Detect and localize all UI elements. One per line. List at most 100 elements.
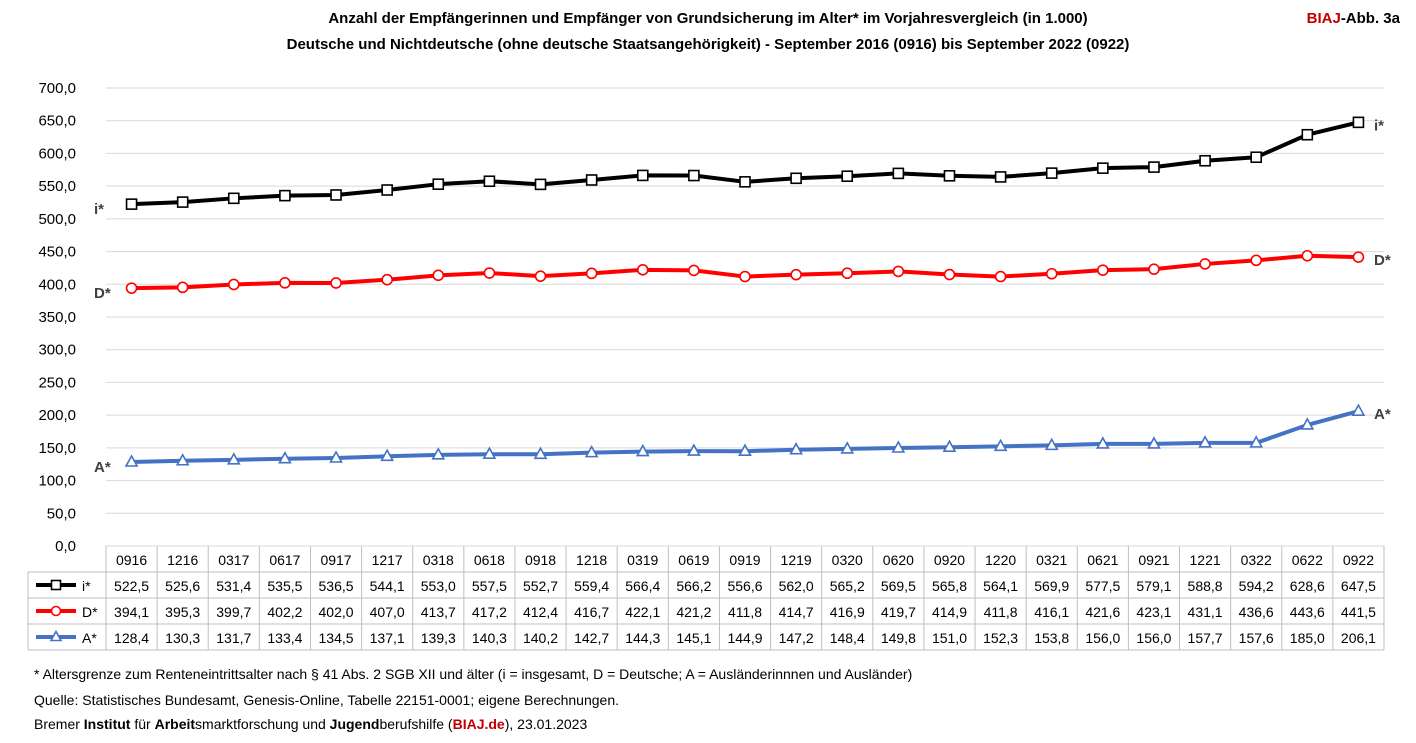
data-label: 147,2: [779, 630, 814, 646]
data-point: [584, 444, 599, 458]
data-label: 140,2: [523, 630, 558, 646]
chart-subtitle: Deutsche und Nichtdeutsche (ohne deutsch…: [286, 36, 1130, 53]
data-point: [381, 273, 393, 286]
x-tick-label: 0921: [1138, 552, 1169, 568]
data-point: [1352, 251, 1365, 263]
x-tick-label: 0317: [218, 552, 249, 568]
data-label: 411,8: [728, 604, 762, 620]
data-point: [381, 184, 393, 196]
data-point: [1045, 167, 1058, 179]
data-label: 411,8: [984, 604, 1018, 620]
y-tick-label: 250,0: [38, 374, 76, 391]
data-point: [585, 267, 598, 280]
data-label: 535,5: [267, 578, 302, 594]
gridlines: [106, 87, 1384, 547]
x-tick-label: 0318: [423, 552, 454, 568]
series-end-label: i*: [1374, 117, 1384, 134]
legend-label: i*: [82, 578, 91, 594]
data-label: 628,6: [1290, 578, 1325, 594]
data-label: 407,0: [370, 604, 405, 620]
data-point: [891, 440, 906, 453]
credit-text: smarktforschung und: [195, 716, 330, 732]
data-point: [1147, 436, 1161, 449]
badge-brand: BIAJ: [1306, 10, 1341, 27]
data-point: [687, 443, 701, 456]
data-label: 522,5: [114, 578, 149, 594]
credit-line: Bremer Institut für Arbeitsmarktforschun…: [34, 716, 587, 732]
data-label: 557,5: [472, 578, 507, 594]
data-point: [1300, 417, 1315, 430]
data-label: 142,7: [574, 630, 609, 646]
badge-figure-number: -Abb. 3a: [1340, 10, 1400, 27]
x-tick-label: 1219: [781, 552, 812, 568]
credit-link[interactable]: BIAJ.de: [452, 716, 505, 732]
y-tick-label: 200,0: [38, 407, 76, 424]
series-line: [131, 120, 1359, 207]
data-label: 566,4: [625, 578, 660, 594]
data-label: 144,9: [727, 630, 762, 646]
y-tick-label: 150,0: [38, 440, 76, 457]
data-label: 422,1: [625, 604, 660, 620]
data-label: 417,2: [472, 604, 507, 620]
data-point: [789, 442, 803, 455]
data-point: [1148, 263, 1160, 275]
data-point: [841, 170, 854, 182]
data-point: [278, 451, 292, 464]
credit-bold: Arbeit: [154, 716, 196, 732]
source-note: Quelle: Statistisches Bundesamt, Genesis…: [34, 692, 620, 708]
data-point: [533, 446, 548, 460]
footnote: * Altersgrenze zum Renteneintrittsalter …: [34, 666, 913, 682]
data-point: [1148, 161, 1160, 173]
data-label: 402,0: [319, 604, 354, 620]
data-point: [1045, 267, 1058, 280]
y-axis: 0,0 50,0 100,0 150,0 200,0 250,0 300,0 350,0 400…: [38, 80, 76, 555]
credit-text: für: [130, 716, 155, 732]
data-label: 144,3: [625, 630, 660, 646]
data-point: [482, 446, 497, 460]
data-point: [228, 192, 240, 205]
figure-badge: BIAJ-Abb. 3a: [1307, 10, 1400, 27]
data-label: 552,7: [523, 578, 558, 594]
credit-text: berufshilfe (: [379, 716, 453, 732]
data-label: 536,5: [319, 578, 354, 594]
data-point: [432, 178, 445, 190]
data-label: 436,6: [1239, 604, 1274, 620]
data-point: [1044, 437, 1059, 451]
data-label: 569,9: [1034, 578, 1069, 594]
data-point: [636, 169, 649, 182]
data-point: [330, 189, 342, 201]
data-point: [993, 438, 1008, 452]
data-point: [330, 277, 342, 289]
y-tick-label: 300,0: [38, 342, 76, 359]
data-label: 156,0: [1136, 630, 1171, 646]
data-point: [279, 189, 291, 202]
data-point: [1097, 264, 1109, 276]
data-point: [994, 171, 1007, 183]
y-tick-label: 500,0: [38, 211, 76, 228]
data-label: 565,8: [932, 578, 967, 594]
x-tick-label: 0922: [1343, 552, 1374, 568]
data-label: 416,7: [574, 604, 609, 620]
data-label: 399,7: [216, 604, 251, 620]
x-tick-label: 1217: [372, 552, 403, 568]
data-point: [1095, 436, 1110, 449]
y-tick-label: 550,0: [38, 178, 76, 195]
data-point: [943, 268, 956, 281]
data-label: 559,4: [574, 578, 609, 594]
data-label: 414,7: [779, 604, 814, 620]
x-tick-label: 0320: [832, 552, 863, 568]
data-label: 419,7: [881, 604, 916, 620]
legend-label: D*: [82, 604, 98, 620]
data-point: [892, 167, 905, 180]
data-label: 149,8: [881, 630, 916, 646]
x-tick-label: 0916: [116, 552, 147, 568]
data-point: [124, 454, 139, 467]
data-label: 156,0: [1085, 630, 1120, 646]
y-tick-label: 700,0: [38, 80, 76, 97]
data-point: [329, 450, 343, 463]
data-label: 413,7: [421, 604, 456, 620]
data-label: 128,4: [114, 630, 149, 646]
data-label: 402,2: [267, 604, 302, 620]
data-table: 0916 1216 0317 0617 0917 1217 0318 0618 0918 1218…: [27, 546, 1385, 651]
data-label: 564,1: [983, 578, 1018, 594]
